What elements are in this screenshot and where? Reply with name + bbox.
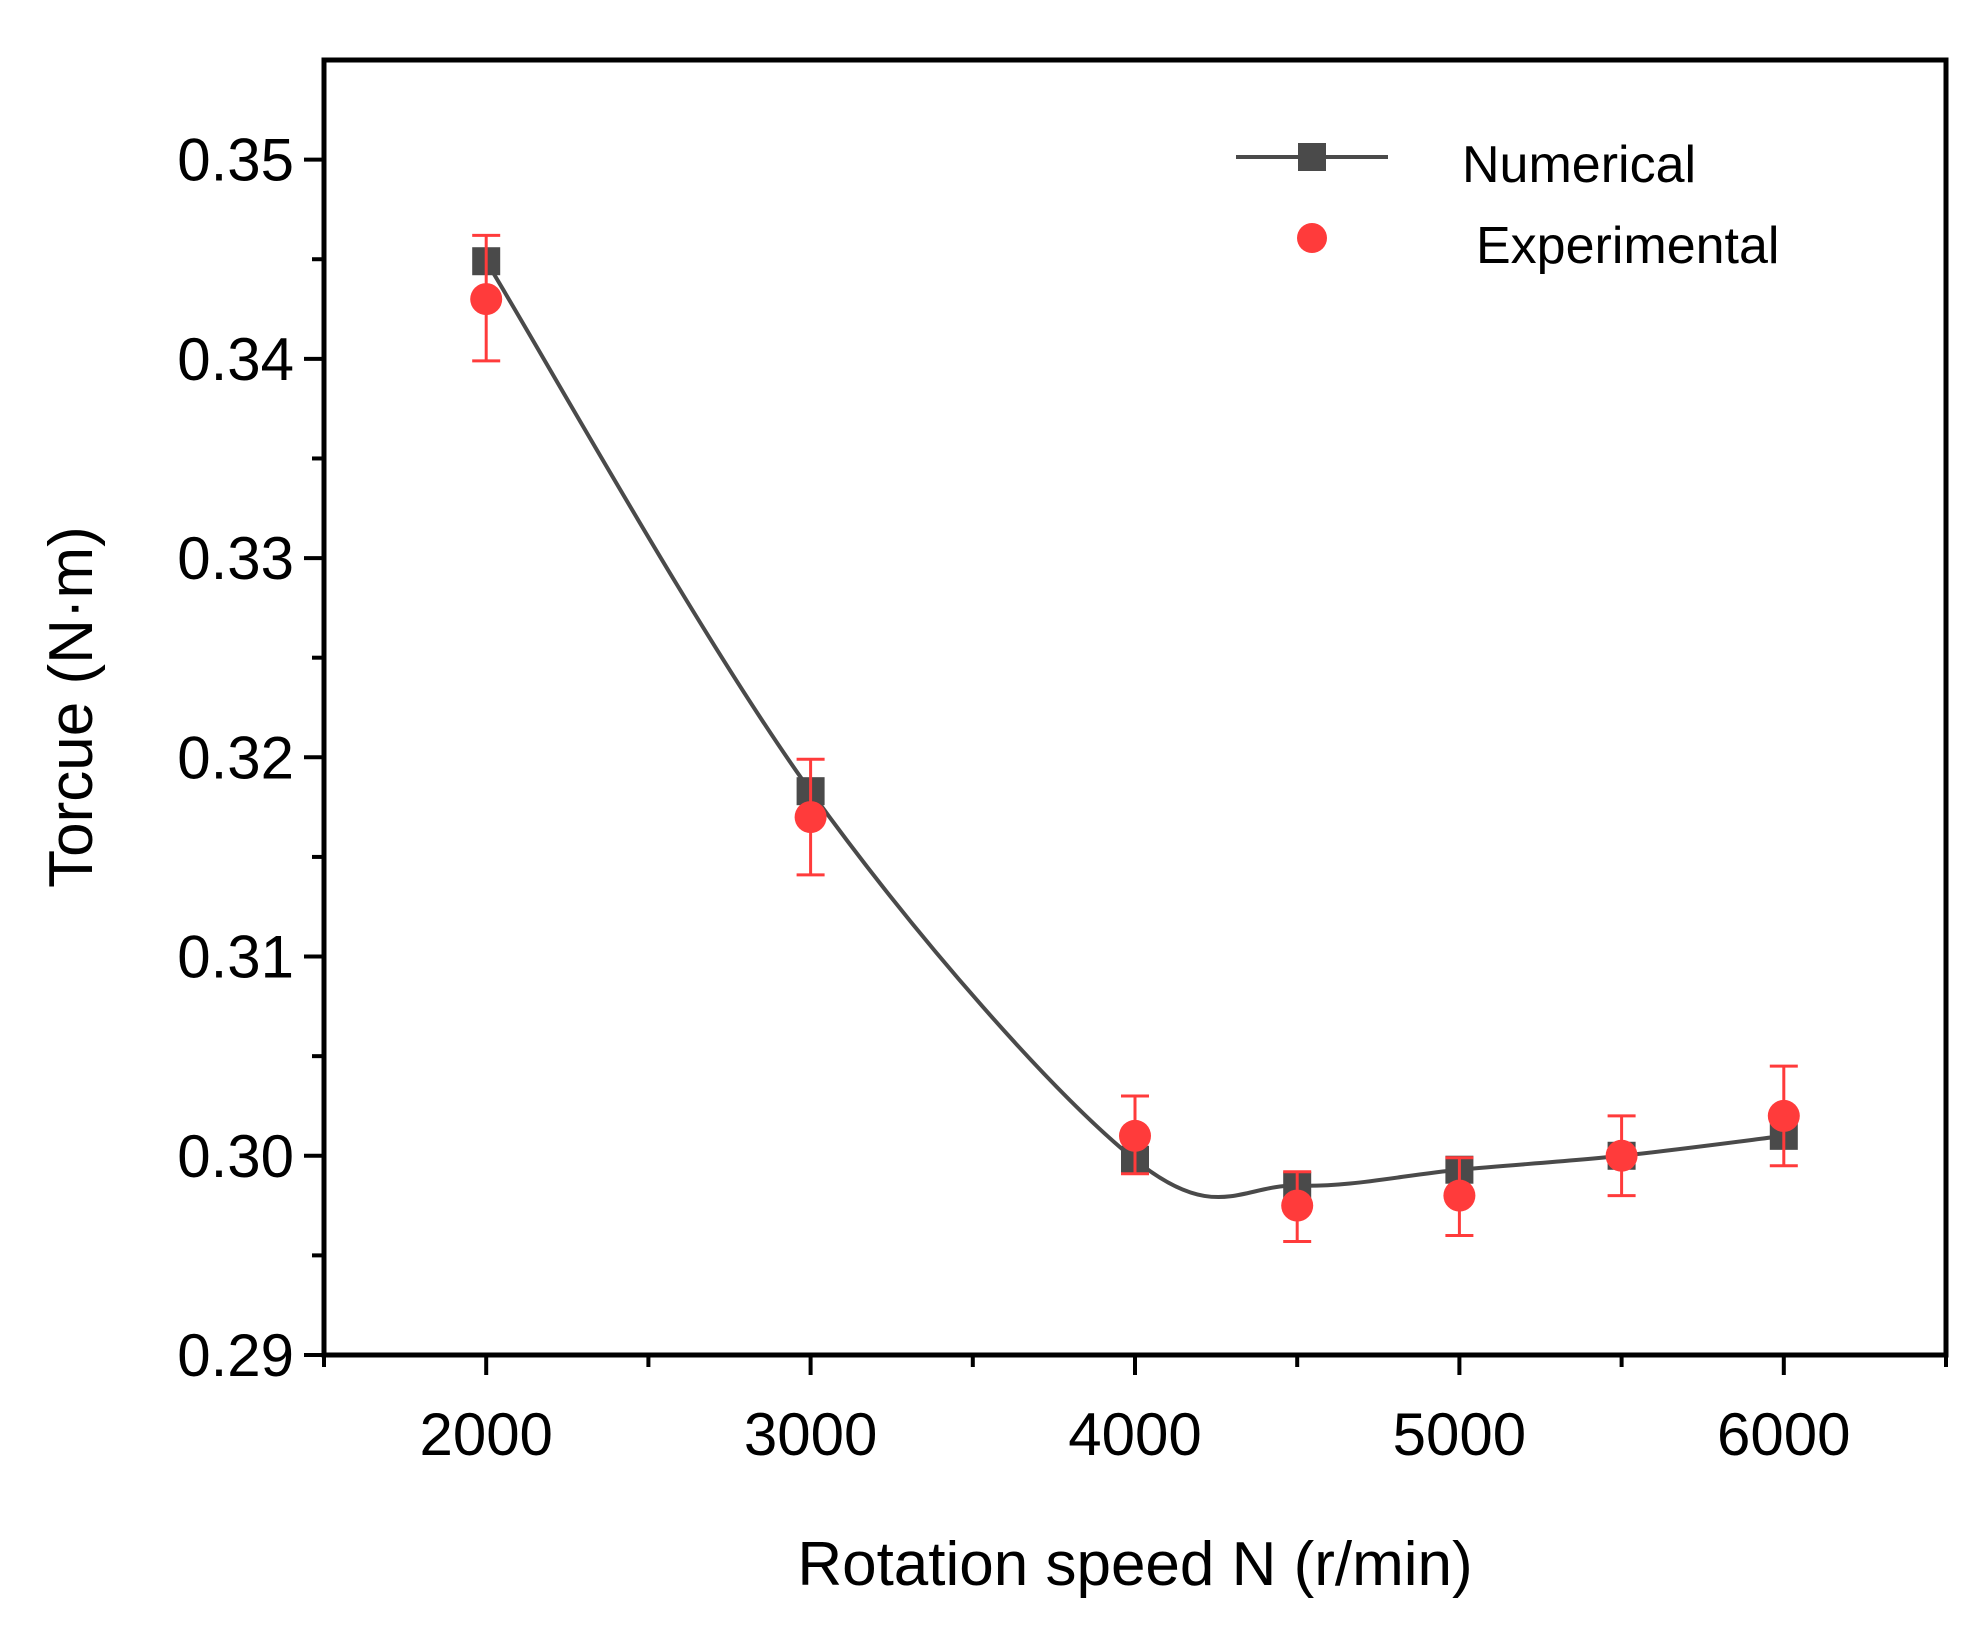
x-tick-label: 6000 — [1717, 1401, 1850, 1468]
experimental-point — [1443, 1179, 1476, 1212]
x-tick-label: 2000 — [419, 1401, 552, 1468]
y-tick-label: 0.31 — [177, 924, 294, 991]
y-tick-label: 0.33 — [177, 525, 294, 592]
y-axis-tick-labels: 0.29 0.30 0.31 0.32 0.33 0.34 0.35 — [177, 127, 294, 1389]
experimental-point — [1119, 1119, 1151, 1152]
experimental-point — [1767, 1099, 1800, 1132]
legend: Numerical Experimental — [1236, 136, 1779, 275]
y-axis-ticks — [304, 157, 324, 1357]
x-tick-label: 5000 — [1393, 1401, 1526, 1468]
experimental-point — [1605, 1139, 1638, 1172]
y-axis-label: Torcue (N·m) — [37, 526, 106, 888]
series-layer — [470, 233, 1800, 1243]
y-tick-label: 0.35 — [177, 127, 294, 194]
x-axis-label: Rotation speed N (r/min) — [797, 1530, 1472, 1599]
y-tick-label: 0.30 — [177, 1123, 294, 1190]
legend-experimental-label: Experimental — [1476, 217, 1779, 275]
legend-numerical-label: Numerical — [1462, 136, 1696, 194]
legend-experimental-marker — [1297, 223, 1327, 253]
y-tick-label: 0.34 — [177, 326, 294, 393]
experimental-point — [1281, 1189, 1314, 1222]
numerical-line — [484, 260, 1785, 1200]
y-tick-label: 0.32 — [177, 724, 294, 791]
x-tick-label: 3000 — [744, 1401, 877, 1468]
y-tick-label: 0.29 — [177, 1322, 294, 1389]
x-axis-tick-labels: 2000 3000 4000 5000 6000 — [419, 1401, 1850, 1468]
x-tick-label: 4000 — [1068, 1401, 1201, 1468]
x-axis-ticks — [322, 1355, 1948, 1375]
experimental-point — [794, 801, 827, 834]
experimental-point — [470, 283, 503, 316]
legend-numerical-marker — [1298, 143, 1326, 171]
